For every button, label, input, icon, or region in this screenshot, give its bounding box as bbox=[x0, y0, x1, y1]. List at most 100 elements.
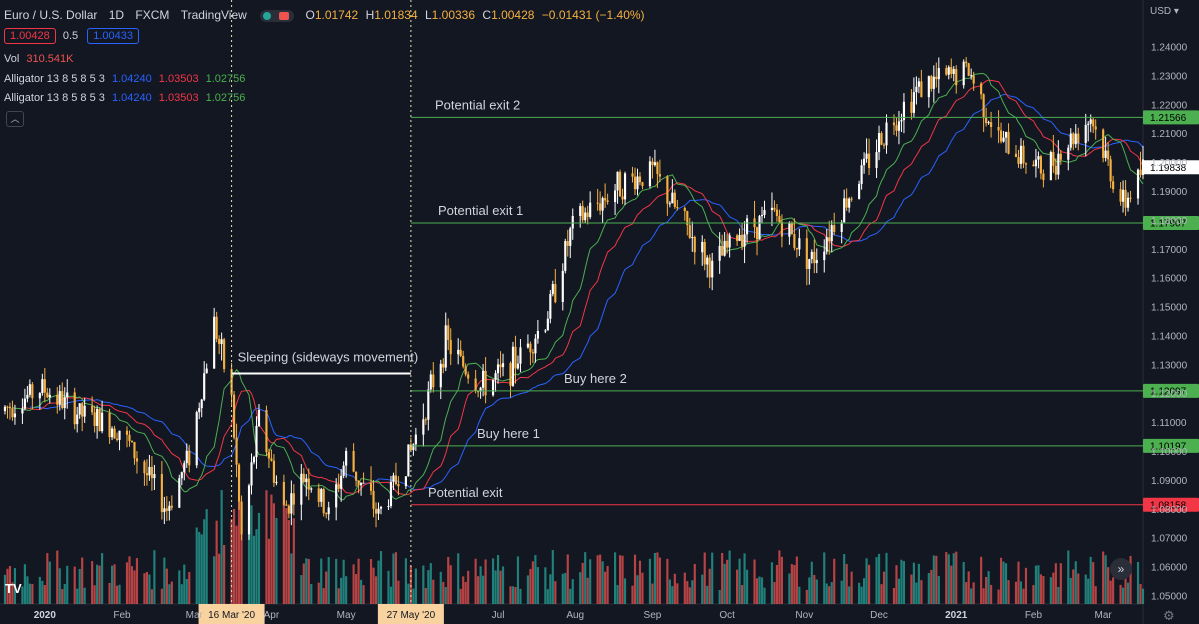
gear-icon[interactable]: ⚙ bbox=[1163, 608, 1175, 623]
volume-bar bbox=[1089, 556, 1092, 604]
volume-bar bbox=[215, 520, 218, 604]
candle-body bbox=[843, 198, 846, 223]
candle-body bbox=[3, 406, 7, 412]
candle-body bbox=[631, 173, 634, 177]
volume-bar bbox=[623, 578, 627, 604]
symbol-name[interactable]: Euro / U.S. Dollar bbox=[4, 8, 98, 22]
volume-bar bbox=[825, 583, 828, 604]
volume-bar bbox=[165, 568, 168, 604]
market-status-toggle[interactable] bbox=[260, 9, 295, 22]
current-price-tag-text: 1.19838 bbox=[1150, 163, 1187, 174]
y-tick-label: 1.22000 bbox=[1151, 100, 1188, 111]
volume-bar bbox=[701, 574, 704, 604]
volume-bar bbox=[815, 579, 818, 604]
alligator-legend-1[interactable]: Alligator 13 8 5 8 5 3 1.04240 1.03503 1… bbox=[4, 73, 245, 85]
volume-bar bbox=[863, 578, 866, 604]
candle-body bbox=[745, 218, 749, 235]
candle-body bbox=[1057, 153, 1060, 175]
volume-bar bbox=[656, 552, 659, 604]
candle-body bbox=[1042, 173, 1045, 181]
candle-body bbox=[945, 68, 948, 75]
volume-bar bbox=[447, 556, 450, 604]
price-axis-panel bbox=[1143, 0, 1199, 624]
volume-bar bbox=[601, 561, 604, 604]
candle-body bbox=[422, 419, 425, 435]
volume-bar bbox=[596, 555, 599, 604]
volume-bar bbox=[529, 568, 532, 604]
volume-bar bbox=[726, 559, 729, 604]
y-tick-label: 1.17000 bbox=[1151, 245, 1188, 256]
candle-body bbox=[1054, 165, 1057, 175]
volume-bar bbox=[763, 587, 766, 604]
buy-button[interactable]: 1.00433 bbox=[87, 28, 139, 44]
volume-bar bbox=[867, 564, 871, 604]
collapse-legend-icon[interactable]: ︿ bbox=[6, 111, 24, 127]
candle-body bbox=[950, 67, 953, 75]
volume-bar bbox=[1112, 577, 1115, 604]
candle-body bbox=[474, 378, 477, 392]
volume-bar bbox=[61, 589, 64, 604]
jaw-value: 1.04240 bbox=[111, 73, 152, 85]
volume-bar bbox=[967, 571, 970, 604]
volume-bar bbox=[178, 570, 181, 604]
candle-body bbox=[83, 405, 86, 417]
candle-body bbox=[658, 173, 661, 177]
candle-body bbox=[723, 240, 726, 256]
alligator-legend-2[interactable]: Alligator 13 8 5 8 5 3 1.04240 1.03503 1… bbox=[4, 92, 245, 104]
volume-legend[interactable]: Vol 310.541K bbox=[4, 53, 73, 65]
sell-button[interactable]: 1.00428 bbox=[4, 28, 56, 44]
volume-bar bbox=[589, 559, 592, 604]
candle-body bbox=[1094, 126, 1097, 130]
candle-body bbox=[41, 379, 44, 394]
interval[interactable]: 1D bbox=[108, 8, 125, 22]
volume-bar bbox=[693, 563, 696, 604]
volume-bar bbox=[302, 563, 305, 604]
volume-bar bbox=[793, 565, 796, 604]
candle-body bbox=[760, 214, 764, 217]
level-label: Potential exit 2 bbox=[435, 97, 520, 112]
candle-body bbox=[1039, 156, 1042, 174]
candle-body bbox=[108, 412, 111, 438]
volume-bar bbox=[621, 555, 624, 604]
currency-selector[interactable]: USD ▾ bbox=[1150, 6, 1179, 17]
volume-bar bbox=[250, 505, 253, 604]
volume-bar bbox=[1126, 582, 1130, 604]
volume-bar bbox=[320, 558, 323, 604]
candle-body bbox=[1002, 137, 1005, 142]
candle-body bbox=[8, 406, 12, 409]
candle-body bbox=[962, 61, 965, 86]
x-tick-label: Apr bbox=[264, 610, 280, 621]
volume-bar bbox=[1129, 555, 1132, 604]
volume-bar bbox=[795, 556, 798, 604]
x-tick-label: Feb bbox=[1025, 610, 1043, 621]
candle-body bbox=[1109, 159, 1112, 182]
candle-body bbox=[985, 118, 988, 124]
volume-bar bbox=[185, 578, 188, 604]
volume-bar bbox=[1109, 580, 1112, 604]
candle-body bbox=[1032, 164, 1035, 167]
scroll-to-realtime-button[interactable]: » bbox=[1110, 558, 1132, 580]
candle-body bbox=[168, 505, 171, 511]
volume-bar bbox=[327, 557, 330, 604]
alligator-jaw-line bbox=[29, 93, 1144, 491]
volume-bar bbox=[494, 570, 497, 604]
candle-body bbox=[740, 234, 744, 247]
volume-bar bbox=[203, 519, 206, 604]
candle-body bbox=[38, 393, 41, 399]
candle-body bbox=[790, 222, 793, 235]
volume-bar bbox=[66, 565, 69, 604]
candle-body bbox=[153, 474, 156, 479]
candle-body bbox=[250, 462, 253, 486]
candle-body bbox=[265, 409, 268, 453]
volume-bar bbox=[153, 550, 156, 604]
candle-body bbox=[359, 482, 363, 486]
candle-body bbox=[708, 257, 711, 278]
candle-body bbox=[982, 94, 985, 119]
candle-body bbox=[514, 346, 517, 369]
candle-body bbox=[885, 122, 888, 146]
volume-bar bbox=[531, 561, 534, 604]
volume-bar bbox=[484, 559, 487, 604]
volume-bar bbox=[247, 515, 251, 604]
candle-body bbox=[902, 101, 906, 121]
